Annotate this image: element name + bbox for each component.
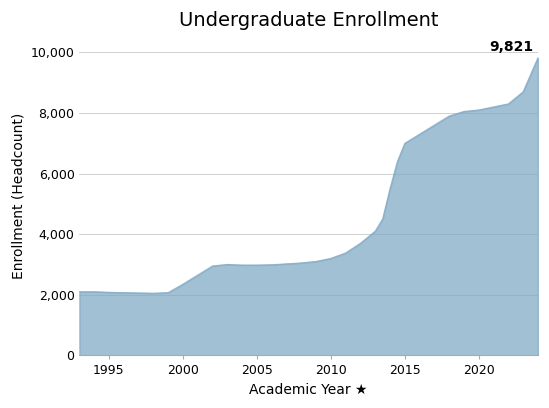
Text: 9,821: 9,821 (489, 40, 534, 54)
X-axis label: Academic Year ★: Academic Year ★ (249, 383, 368, 397)
Y-axis label: Enrollment (Headcount): Enrollment (Headcount) (11, 113, 25, 279)
Title: Undergraduate Enrollment: Undergraduate Enrollment (179, 11, 439, 30)
